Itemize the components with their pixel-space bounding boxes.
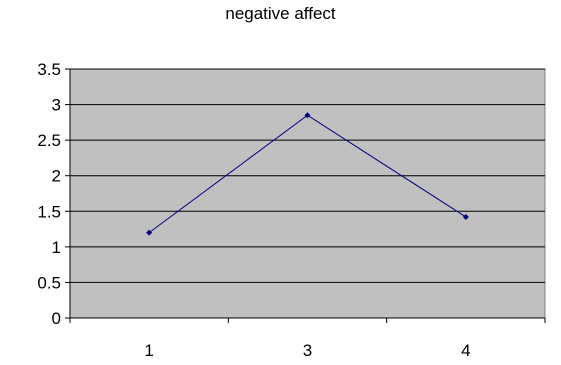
y-tick-label: 0 (52, 309, 61, 328)
y-tick-label: 3 (52, 96, 61, 115)
y-tick-label: 2 (52, 167, 61, 186)
data-point (462, 213, 469, 220)
data-point (146, 229, 153, 236)
y-tick-label: 0.5 (37, 273, 61, 292)
plot-area (69, 68, 546, 319)
y-tick-label: 1.5 (37, 202, 61, 221)
y-tick-label: 1 (52, 238, 61, 257)
chart-title: negative affect (225, 4, 336, 23)
x-tick-label: 1 (144, 341, 153, 360)
x-tick-label: 3 (303, 341, 312, 360)
y-tick-label: 2.5 (37, 131, 61, 150)
x-tick-label: 4 (461, 341, 470, 360)
data-point (304, 112, 311, 119)
y-tick-label: 3.5 (37, 60, 61, 79)
